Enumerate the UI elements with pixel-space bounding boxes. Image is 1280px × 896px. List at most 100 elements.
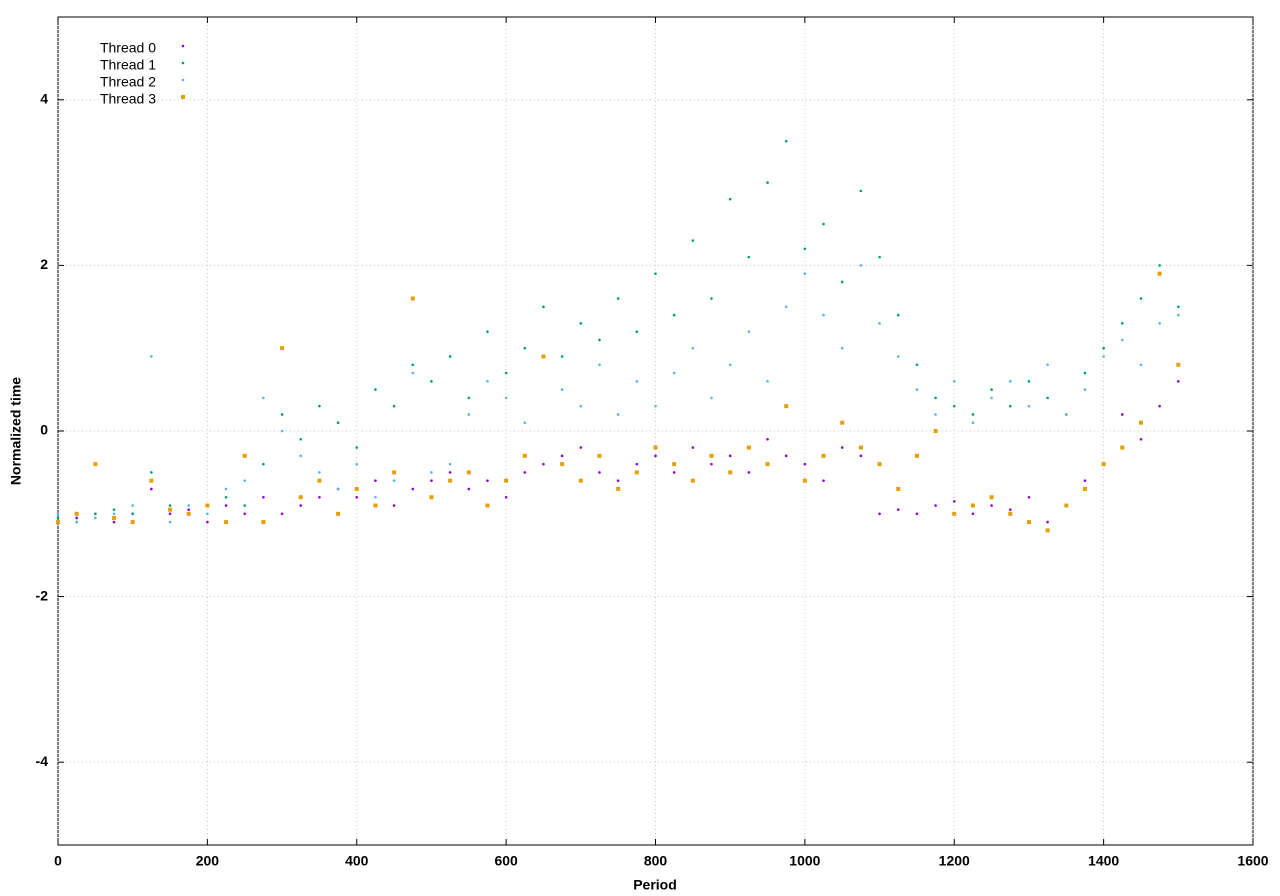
- point: [989, 495, 994, 500]
- point: [970, 503, 975, 508]
- point: [75, 520, 78, 524]
- y-tick-label: -2: [36, 587, 49, 603]
- point: [262, 396, 265, 400]
- point: [896, 313, 900, 317]
- y-tick-label: 2: [40, 256, 48, 272]
- point: [168, 512, 172, 516]
- point: [354, 486, 359, 491]
- point: [597, 453, 602, 458]
- point: [1046, 396, 1049, 400]
- point: [635, 330, 639, 333]
- point: [150, 487, 153, 491]
- point: [1176, 362, 1181, 367]
- point: [710, 396, 713, 400]
- x-tick-label: 200: [196, 853, 220, 869]
- point: [486, 479, 489, 482]
- point: [504, 478, 509, 483]
- legend-marker: [181, 44, 185, 48]
- point: [766, 437, 769, 441]
- point: [317, 478, 322, 483]
- point: [990, 388, 993, 391]
- point: [355, 446, 359, 449]
- y-axis-label: Normalized time: [8, 377, 24, 485]
- point: [784, 404, 789, 409]
- point: [150, 355, 153, 358]
- point: [766, 380, 769, 383]
- point: [672, 371, 676, 375]
- point: [243, 512, 247, 516]
- point: [691, 239, 695, 242]
- point: [858, 445, 863, 450]
- point: [206, 520, 209, 524]
- point: [1120, 322, 1124, 325]
- point: [691, 346, 695, 350]
- point: [934, 396, 937, 400]
- point: [933, 429, 938, 433]
- point: [728, 363, 732, 367]
- point: [1157, 271, 1162, 276]
- point: [859, 264, 863, 267]
- point: [430, 471, 433, 474]
- point: [168, 507, 173, 512]
- point: [392, 470, 397, 475]
- point: [672, 313, 676, 317]
- point: [747, 471, 751, 474]
- point: [411, 363, 415, 367]
- point: [261, 520, 266, 525]
- point: [579, 446, 583, 449]
- point: [859, 454, 863, 458]
- point: [448, 355, 452, 358]
- point: [990, 504, 993, 507]
- point: [429, 495, 434, 500]
- point: [803, 462, 807, 466]
- point: [56, 516, 60, 520]
- point: [336, 487, 340, 491]
- point: [430, 380, 433, 383]
- point: [373, 503, 378, 508]
- point: [410, 296, 415, 301]
- point: [1046, 363, 1049, 367]
- point: [878, 322, 881, 325]
- point: [186, 511, 191, 516]
- point: [803, 247, 807, 251]
- point: [1177, 313, 1180, 317]
- point: [93, 462, 98, 467]
- point: [654, 272, 657, 275]
- point: [224, 495, 228, 499]
- point: [75, 516, 78, 520]
- point: [616, 297, 620, 300]
- point: [952, 511, 957, 516]
- point: [635, 380, 639, 383]
- point: [466, 470, 471, 475]
- point: [822, 313, 825, 317]
- point: [486, 330, 489, 333]
- point: [1008, 380, 1012, 383]
- point: [374, 479, 377, 482]
- point: [112, 515, 117, 520]
- point: [822, 222, 825, 226]
- point: [467, 413, 471, 416]
- point: [280, 346, 285, 351]
- y-tick-label: -4: [36, 753, 49, 769]
- point: [746, 445, 751, 450]
- point: [486, 380, 489, 383]
- point: [896, 508, 900, 511]
- point: [318, 495, 321, 499]
- point: [1064, 503, 1069, 508]
- x-axis-label: Period: [633, 877, 677, 893]
- point: [1046, 520, 1049, 524]
- point: [56, 520, 60, 525]
- x-tick-label: 800: [644, 853, 668, 869]
- point: [280, 512, 284, 516]
- point: [243, 504, 247, 507]
- point: [840, 446, 844, 449]
- point: [952, 404, 956, 408]
- point: [691, 446, 695, 449]
- point: [1139, 297, 1143, 300]
- point: [840, 280, 844, 284]
- point: [523, 421, 527, 425]
- point: [448, 471, 452, 474]
- legend-label: Thread 1: [100, 57, 156, 73]
- legend-label: Thread 3: [100, 91, 156, 107]
- point: [523, 346, 527, 350]
